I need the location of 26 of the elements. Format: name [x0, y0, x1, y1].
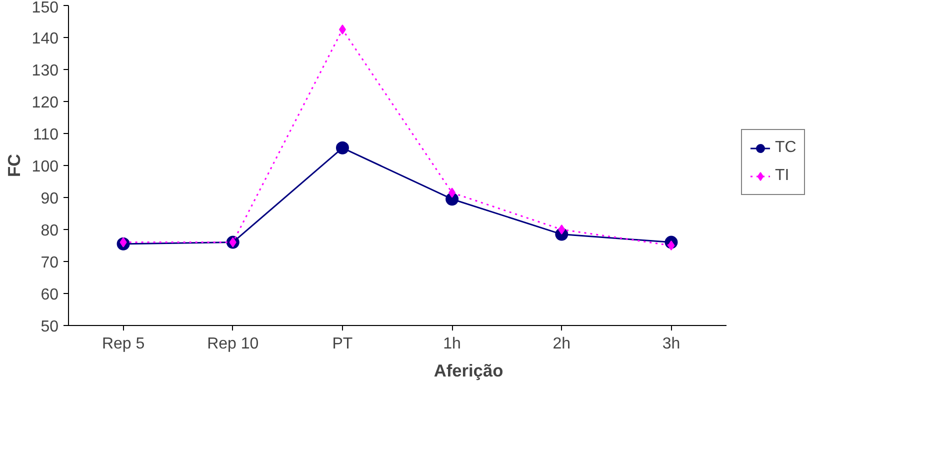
point — [448, 188, 456, 198]
point — [229, 237, 236, 248]
x-tick-label: Rep 10 — [207, 336, 259, 352]
legend-label: TI — [775, 167, 790, 185]
y-tick-label: 110 — [32, 126, 59, 144]
y-tick-label: 50 — [40, 318, 59, 336]
point — [120, 237, 127, 248]
y-tick-label: 100 — [32, 158, 59, 176]
legend-label: TC — [775, 139, 796, 157]
x-tick-label: PT — [332, 336, 353, 352]
x-tick-label: 2h — [552, 336, 571, 352]
y-tick-label: 140 — [32, 30, 59, 48]
y-tick-label: 150 — [32, 0, 59, 16]
y-tick-label: 70 — [40, 254, 59, 272]
y-tick-label: 80 — [40, 222, 59, 240]
y-tick-label: 90 — [40, 190, 59, 208]
y-tick-label: 130 — [32, 62, 59, 80]
x-tick-label: 1h — [443, 336, 461, 352]
x-axis-title: Aferição — [434, 360, 504, 380]
y-tick-label: 60 — [40, 286, 59, 304]
y-tick-label: 120 — [32, 94, 59, 112]
point — [336, 141, 349, 154]
point — [338, 24, 346, 34]
x-tick-label: 3h — [662, 336, 680, 352]
x-tick-label: Rep 5 — [102, 336, 145, 352]
y-axis-title: FC — [4, 153, 24, 178]
